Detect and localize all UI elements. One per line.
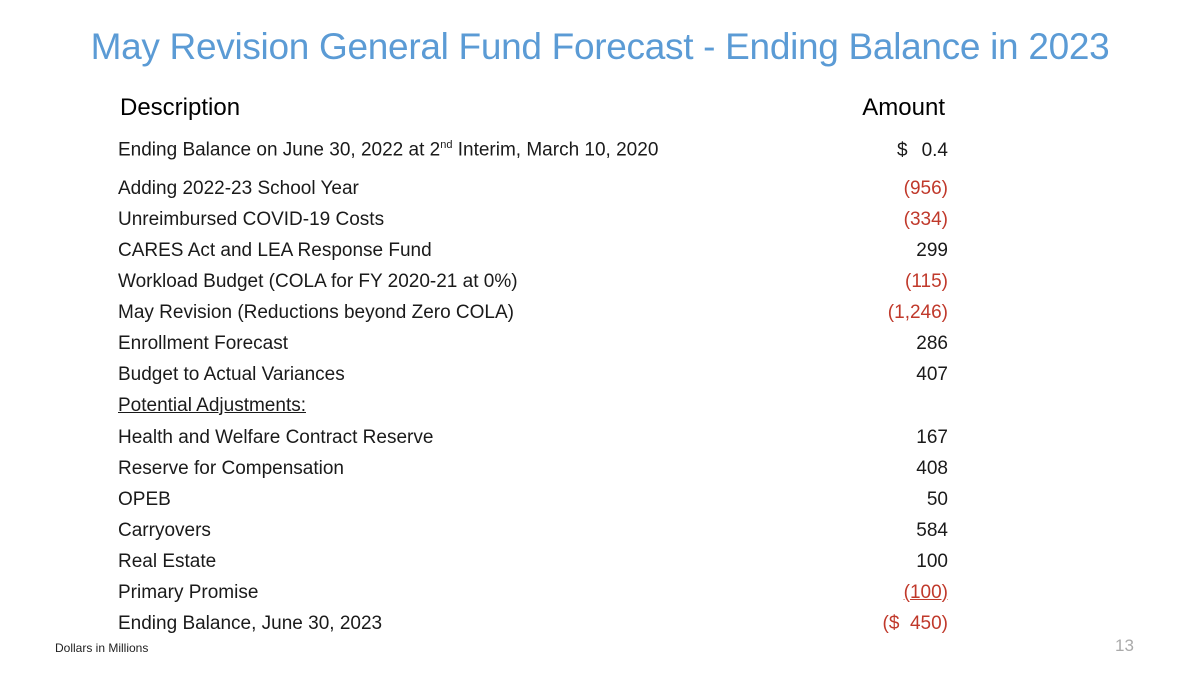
ending-balance-amount: ($ 450) [882, 612, 948, 634]
row-amount: 167 [916, 426, 948, 448]
row-amount: 408 [916, 457, 948, 479]
row-amount: (115) [905, 270, 948, 292]
amount-header: Amount [862, 94, 945, 121]
row-amount: (100) [903, 581, 948, 603]
row-label: Workload Budget (COLA for FY 2020-21 at … [118, 270, 518, 292]
row-label: Budget to Actual Variances [118, 363, 345, 385]
opening-balance-amount: $0.4 [897, 140, 948, 162]
row-label: Unreimbursed COVID-19 Costs [118, 208, 385, 230]
table-row: Carryovers 584 [118, 515, 948, 546]
table-row: Budget to Actual Variances 407 [118, 359, 948, 390]
adjustments-heading: Potential Adjustments: [118, 394, 306, 416]
table-row: Adding 2022-23 School Year (956) [118, 173, 948, 204]
ending-balance-row: Ending Balance, June 30, 2023 ($ 450) [118, 608, 948, 639]
row-label: OPEB [118, 488, 171, 510]
row-label: Enrollment Forecast [118, 332, 289, 354]
table-row: Real Estate 100 [118, 546, 948, 577]
row-label: Real Estate [118, 550, 217, 572]
opening-currency: $ [897, 139, 908, 161]
row-amount: (956) [903, 177, 948, 199]
opening-balance-label: Ending Balance on June 30, 2022 at 2nd I… [118, 139, 658, 161]
row-amount: 286 [916, 332, 948, 354]
table-row: Enrollment Forecast 286 [118, 328, 948, 359]
description-header: Description [120, 94, 241, 121]
row-label: Adding 2022-23 School Year [118, 177, 359, 199]
page-number: 13 [1115, 636, 1134, 655]
row-label: Carryovers [118, 519, 211, 541]
units-footnote: Dollars in Millions [55, 641, 149, 655]
row-label: May Revision (Reductions beyond Zero COL… [118, 301, 515, 323]
table-row: OPEB 50 [118, 484, 948, 515]
row-amount: 100 [916, 550, 948, 572]
table-row: Unreimbursed COVID-19 Costs (334) [118, 204, 948, 235]
row-amount: 584 [916, 519, 948, 541]
row-label: Primary Promise [118, 581, 259, 603]
table-row: Reserve for Compensation 408 [118, 453, 948, 484]
opening-label-pre: Ending Balance on June 30, 2022 at 2 [118, 139, 441, 161]
table-row: CARES Act and LEA Response Fund 299 [118, 235, 948, 266]
opening-label-sup: nd [440, 139, 453, 152]
row-amount: (334) [903, 208, 948, 230]
slide-title: May Revision General Fund Forecast - End… [90, 26, 1110, 67]
row-amount: (1,246) [887, 301, 948, 323]
row-label: CARES Act and LEA Response Fund [118, 239, 432, 261]
row-amount: 299 [916, 239, 948, 261]
ending-balance-label: Ending Balance, June 30, 2023 [118, 612, 383, 634]
row-amount: 407 [916, 363, 948, 385]
adjustments-heading-row: Potential Adjustments: [118, 390, 948, 421]
row-label: Reserve for Compensation [118, 457, 344, 479]
row-amount: 50 [926, 488, 948, 510]
table-row: Primary Promise (100) [118, 577, 948, 608]
opening-label-post: Interim, March 10, 2020 [452, 139, 659, 161]
opening-value: 0.4 [921, 139, 948, 161]
table-row: May Revision (Reductions beyond Zero COL… [118, 297, 948, 328]
row-label: Health and Welfare Contract Reserve [118, 426, 434, 448]
table-row: Health and Welfare Contract Reserve 167 [118, 422, 948, 453]
opening-balance-row: Ending Balance on June 30, 2022 at 2nd I… [118, 135, 948, 166]
table-row: Workload Budget (COLA for FY 2020-21 at … [118, 266, 948, 297]
